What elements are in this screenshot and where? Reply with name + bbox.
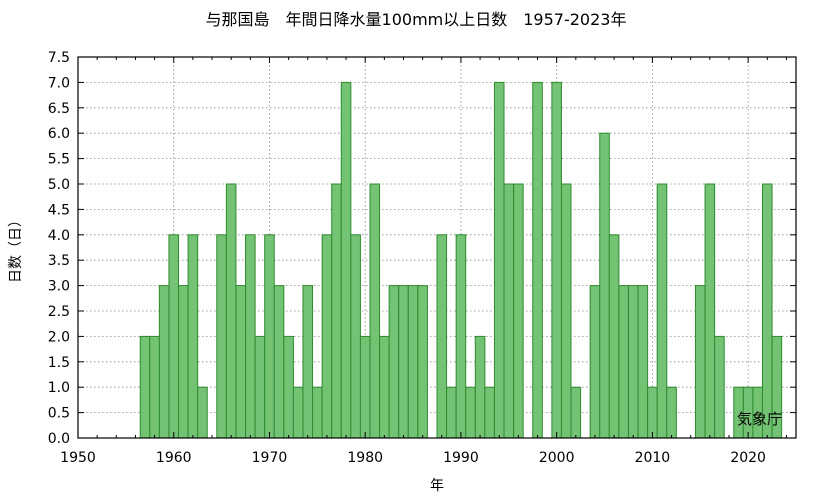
credit-label: 気象庁	[737, 410, 782, 428]
y-tick-label: 6.0	[48, 126, 70, 142]
y-tick-label: 6.5	[48, 101, 70, 117]
bar-1957	[139, 335, 151, 439]
bar-1962	[187, 234, 199, 439]
bar-1966	[225, 183, 237, 439]
bar-1963	[197, 386, 208, 439]
x-tick-label: 1950	[60, 450, 96, 466]
x-tick-label: 1960	[156, 450, 192, 466]
bar-1992	[474, 335, 486, 439]
bar-1998	[532, 81, 543, 439]
y-tick-label: 2.5	[48, 304, 70, 320]
y-tick-label: 0.0	[48, 431, 70, 447]
y-axis-label: 日数（日）	[8, 213, 24, 283]
bar-1972	[283, 335, 294, 439]
bar-1961	[178, 285, 189, 439]
bar-2017	[714, 335, 725, 439]
bar-1971	[273, 285, 285, 439]
bar-2008	[627, 285, 639, 439]
bar-1983	[388, 285, 400, 439]
bar-1979	[350, 234, 361, 439]
y-tick-label: 1.5	[48, 355, 70, 371]
y-tick-label: 3.0	[48, 279, 70, 295]
bar-1974	[302, 285, 314, 439]
x-tick-label: 2020	[730, 450, 766, 466]
y-tick-label: 4.5	[48, 202, 70, 218]
bar-1984	[398, 285, 409, 439]
bar-1981	[369, 183, 381, 439]
bar-1991	[465, 386, 476, 439]
bar-2006	[608, 234, 620, 439]
bar-1976	[321, 234, 333, 439]
y-tick-label: 3.5	[48, 253, 70, 269]
x-tick-label: 2000	[539, 450, 575, 466]
bar-2004	[589, 285, 601, 439]
bar-2002	[570, 386, 582, 439]
bar-1985	[407, 285, 419, 439]
y-tick-label: 0.5	[48, 406, 70, 422]
y-tick-label: 1.0	[48, 380, 70, 396]
bar-1990	[455, 234, 467, 439]
bar-2005	[599, 132, 610, 439]
bar-2011	[656, 183, 668, 439]
x-tick-label: 1990	[443, 450, 479, 466]
bar-2007	[618, 285, 629, 439]
bar-1980	[359, 335, 371, 439]
bar-1994	[493, 81, 505, 439]
bar-1960	[168, 234, 180, 439]
y-tick-label: 2.0	[48, 329, 70, 345]
bar-1958	[149, 335, 160, 439]
bar-1989	[446, 386, 457, 439]
bar-2022	[761, 183, 773, 439]
bar-1968	[245, 234, 256, 439]
bar-1975	[312, 386, 323, 439]
bar-1978	[340, 81, 352, 439]
y-tick-label: 5.5	[48, 152, 70, 168]
bar-1967	[235, 285, 247, 439]
bar-1995	[503, 183, 515, 439]
x-tick-label: 1970	[252, 450, 288, 466]
bar-2016	[704, 183, 716, 439]
x-tick-label: 1980	[347, 450, 383, 466]
bar-2015	[694, 285, 706, 439]
bars	[139, 81, 783, 439]
x-tick-label: 2010	[635, 450, 671, 466]
bar-1996	[513, 183, 524, 439]
bar-1982	[379, 335, 390, 439]
bar-1993	[484, 386, 495, 439]
y-tick-label: 5.0	[48, 177, 70, 193]
chart-title: 与那国島 年間日降水量100mm以上日数 1957-2023年	[206, 10, 627, 29]
bar-2000	[551, 81, 562, 439]
bar-1969	[254, 335, 266, 439]
bar-1986	[417, 285, 428, 439]
ticks: 0.0 0.5 1.0 1.5 2.0 2.5 3.0 3.5 4.0 4.5 5.0 5.5 6.0 6…	[48, 50, 796, 466]
bar-2001	[560, 183, 572, 439]
bar-2009	[637, 285, 649, 439]
y-tick-label: 4.0	[48, 228, 70, 244]
bar-1965	[216, 234, 227, 439]
bar-1977	[331, 183, 342, 439]
bar-1970	[264, 234, 275, 439]
plot-frame	[77, 56, 797, 439]
bar-2010	[647, 386, 658, 439]
y-tick-label: 7.5	[48, 50, 70, 66]
bar-1959	[158, 285, 170, 439]
y-tick-label: 7.0	[48, 75, 70, 91]
x-axis-label: 年	[430, 478, 444, 494]
bar-1973	[292, 386, 304, 439]
bar-2012	[666, 386, 677, 439]
bar-1988	[436, 234, 448, 439]
